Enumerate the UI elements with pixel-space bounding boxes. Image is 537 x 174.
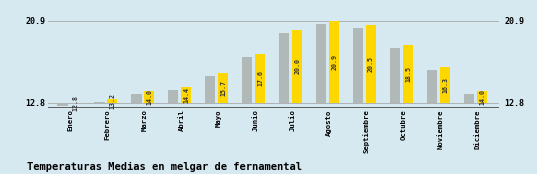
Bar xyxy=(477,91,487,103)
Bar xyxy=(242,57,252,103)
Bar xyxy=(279,33,289,103)
Bar xyxy=(427,70,437,103)
Text: 20.5: 20.5 xyxy=(368,56,374,72)
Bar xyxy=(255,54,265,103)
Bar xyxy=(181,87,191,103)
Bar xyxy=(440,67,450,103)
Text: 16.3: 16.3 xyxy=(442,77,448,93)
Bar xyxy=(107,99,118,103)
Bar xyxy=(390,48,400,103)
Bar xyxy=(94,102,105,103)
Bar xyxy=(57,103,68,106)
Text: 12.8: 12.8 xyxy=(72,95,78,111)
Bar xyxy=(144,91,155,103)
Text: 14.0: 14.0 xyxy=(146,89,153,105)
Text: 17.6: 17.6 xyxy=(257,70,263,86)
Text: 20.0: 20.0 xyxy=(294,58,300,74)
Text: 18.5: 18.5 xyxy=(405,66,411,82)
Bar xyxy=(131,94,142,103)
Bar xyxy=(464,94,474,103)
Text: 13.2: 13.2 xyxy=(110,93,115,109)
Text: 15.7: 15.7 xyxy=(220,80,226,96)
Text: 20.9: 20.9 xyxy=(331,54,337,70)
Bar xyxy=(292,30,302,103)
Bar xyxy=(329,21,339,103)
Text: 14.0: 14.0 xyxy=(479,89,485,105)
Bar xyxy=(218,73,228,103)
Bar xyxy=(353,28,364,103)
Bar xyxy=(316,24,326,103)
Bar xyxy=(205,76,215,103)
Text: 14.4: 14.4 xyxy=(183,87,189,103)
Bar xyxy=(366,25,376,103)
Bar xyxy=(168,90,178,103)
Bar xyxy=(403,45,413,103)
Text: Temperaturas Medias en melgar de fernamental: Temperaturas Medias en melgar de fername… xyxy=(27,162,302,172)
